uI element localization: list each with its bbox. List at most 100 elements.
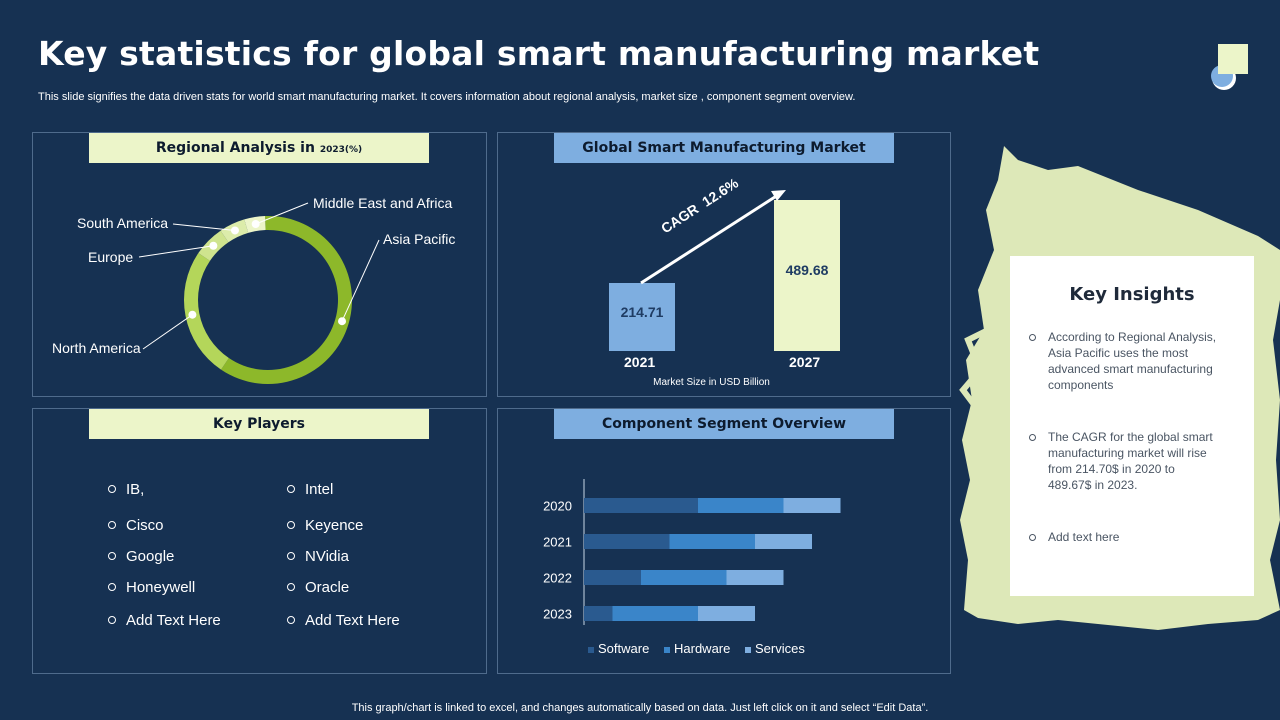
leader-line bbox=[255, 202, 309, 225]
bar-value-2021: 214.71 bbox=[620, 304, 664, 320]
label-middle-east-africa: Middle East and Africa bbox=[313, 195, 453, 211]
player-name: Google bbox=[126, 548, 175, 565]
bar-segment-services bbox=[726, 570, 784, 585]
page-subtitle: This slide signifies the data driven sta… bbox=[38, 91, 856, 103]
market-caption: Market Size in USD Billion bbox=[653, 377, 770, 388]
regional-donut-chart bbox=[138, 202, 380, 384]
bar-segment-software bbox=[584, 498, 698, 513]
segment-panel: Component Segment Overview 2020 2021 2022 2… bbox=[497, 408, 951, 674]
legend-label: Services bbox=[755, 641, 805, 656]
player-item: NVidia bbox=[287, 548, 349, 565]
market-panel: Global Smart Manufacturing Market 214.71… bbox=[497, 132, 951, 397]
bar-segment-services bbox=[755, 534, 812, 549]
donut-slice bbox=[221, 216, 352, 384]
bar-segment-software bbox=[584, 570, 641, 585]
regional-analysis-header: Regional Analysis in 2023(%) bbox=[89, 133, 429, 163]
bullet-icon bbox=[1029, 434, 1036, 441]
footer-note: This graph/chart is linked to excel, and… bbox=[351, 702, 929, 714]
donut-slice bbox=[183, 253, 229, 370]
bar-segment-hardware bbox=[669, 534, 755, 549]
leader-line bbox=[172, 223, 236, 231]
bullet-icon bbox=[108, 583, 116, 592]
legend-hardware: Hardware bbox=[664, 641, 730, 656]
bullet-icon bbox=[108, 485, 116, 494]
market-bar-2027 bbox=[774, 200, 840, 351]
player-name: Oracle bbox=[305, 579, 350, 596]
player-item: Honeywell bbox=[108, 579, 195, 596]
legend-label: Software bbox=[598, 641, 650, 656]
bullet-icon bbox=[108, 521, 116, 530]
key-players-header: Key Players bbox=[89, 409, 429, 439]
bullet-icon bbox=[287, 552, 295, 561]
legend-swatch bbox=[588, 646, 594, 653]
bullet-icon bbox=[287, 485, 295, 494]
cagr-arrow-icon bbox=[640, 190, 786, 285]
player-name: Intel bbox=[305, 481, 334, 498]
label-south-america: South America bbox=[77, 215, 169, 231]
category-label: 2021 bbox=[543, 535, 572, 550]
bar-segment-services bbox=[783, 498, 841, 513]
bullet-icon bbox=[108, 616, 116, 625]
label-asia-pacific: Asia Pacific bbox=[383, 231, 456, 247]
regional-analysis-panel: Regional Analysis in 2023(%) Middle East… bbox=[32, 132, 487, 397]
bar-segment-hardware bbox=[641, 570, 727, 585]
legend-software: Software bbox=[588, 641, 649, 656]
player-name: NVidia bbox=[305, 548, 349, 565]
market-bar-2021 bbox=[609, 283, 675, 351]
leader-dot bbox=[230, 226, 239, 235]
legend-label: Hardware bbox=[674, 641, 731, 656]
player-name: Add Text Here bbox=[305, 612, 400, 629]
category-label: 2022 bbox=[543, 571, 572, 586]
player-name: Add Text Here bbox=[126, 612, 221, 629]
page-title: Key statistics for global smart manufact… bbox=[38, 34, 1040, 73]
bullet-icon bbox=[287, 616, 295, 625]
label-north-america: North America bbox=[52, 340, 141, 356]
year-label-2027: 2027 bbox=[789, 354, 821, 370]
market-header: Global Smart Manufacturing Market bbox=[554, 133, 894, 163]
player-name: IB, bbox=[126, 481, 145, 498]
leader-dot bbox=[251, 219, 260, 228]
key-insights-card: Key Insights According to Regional Analy… bbox=[1010, 256, 1254, 596]
insight-item: According to Regional Analysis, Asia Pac… bbox=[1029, 329, 1218, 393]
player-item: Keyence bbox=[287, 517, 363, 534]
label-europe: Europe bbox=[88, 249, 134, 265]
player-name: Keyence bbox=[305, 517, 364, 534]
segment-header: Component Segment Overview bbox=[554, 409, 894, 439]
bar-segment-software bbox=[584, 534, 670, 549]
bullet-icon bbox=[287, 521, 295, 530]
leader-dot bbox=[188, 310, 197, 319]
bullet-icon bbox=[1029, 534, 1036, 541]
legend-swatch bbox=[745, 646, 751, 653]
insight-text: Add text here bbox=[1048, 530, 1120, 544]
year-label-2021: 2021 bbox=[624, 354, 656, 370]
player-item: Cisco bbox=[108, 517, 164, 534]
bar-value-2027: 489.68 bbox=[785, 262, 829, 278]
bar-segment-services bbox=[698, 606, 755, 621]
leader-line bbox=[341, 239, 380, 322]
player-item: Intel bbox=[287, 481, 333, 498]
insight-item: The CAGR for the global smart manufactur… bbox=[1029, 429, 1218, 493]
player-name: Cisco bbox=[126, 517, 164, 534]
key-insights-title: Key Insights bbox=[1069, 284, 1195, 305]
bullet-icon bbox=[287, 583, 295, 592]
segment-stacked-bar-chart: 2020 2021 2022 2023 bbox=[543, 479, 841, 625]
player-item: Google bbox=[108, 548, 174, 565]
insight-text: According to Regional Analysis, Asia Pac… bbox=[1048, 330, 1217, 392]
player-item: IB, bbox=[108, 481, 144, 498]
category-label: 2023 bbox=[543, 607, 572, 622]
insight-item: Add text here bbox=[1029, 529, 1218, 545]
bar-segment-hardware bbox=[698, 498, 784, 513]
player-item: Oracle bbox=[287, 579, 349, 596]
legend-swatch bbox=[664, 646, 670, 653]
bullet-icon bbox=[108, 552, 116, 561]
leader-dot bbox=[338, 317, 347, 326]
category-label: 2020 bbox=[543, 499, 572, 514]
key-players-panel: Key Players IB, Cisco Google Honeywell A… bbox=[32, 408, 487, 674]
bar-segment-hardware bbox=[612, 606, 698, 621]
logo-icon bbox=[1211, 44, 1248, 90]
legend-services: Services bbox=[745, 641, 805, 656]
leader-dot bbox=[209, 241, 218, 250]
bar-segment-software bbox=[584, 606, 613, 621]
regional-title: Regional Analysis in bbox=[155, 140, 315, 156]
leader-line bbox=[138, 245, 214, 258]
